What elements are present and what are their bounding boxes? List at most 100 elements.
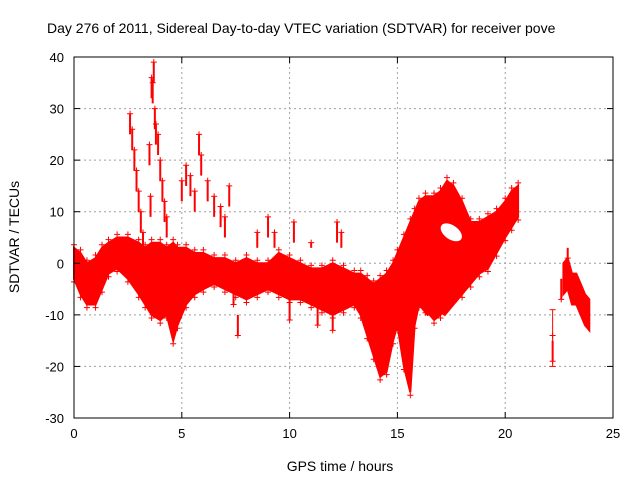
band-edge-marker — [83, 257, 90, 264]
band-edge-marker — [254, 257, 261, 264]
band-edge-marker — [286, 252, 293, 259]
band-edge-marker — [431, 190, 438, 197]
band-edge-marker — [174, 325, 181, 332]
band-edge-marker — [364, 272, 371, 279]
band-edge-marker — [370, 277, 377, 284]
band-edge-marker — [394, 325, 401, 332]
band-edge-marker — [329, 257, 336, 264]
band-edge-marker — [163, 241, 170, 248]
band-edge-marker — [124, 231, 131, 238]
band-edge-marker — [99, 241, 106, 248]
band-edge-marker — [357, 267, 364, 274]
y-tick-label: 40 — [50, 50, 64, 65]
band-edge-marker — [377, 272, 384, 279]
x-tick-label: 0 — [70, 426, 77, 441]
x-tick-label: 15 — [390, 426, 404, 441]
band-edge-marker — [135, 236, 142, 243]
band-edge-marker — [443, 304, 450, 311]
band-edge-marker — [275, 246, 282, 253]
band-edge-marker — [383, 371, 390, 378]
band-edge-marker — [400, 231, 407, 238]
y-axis-label: SDTVAR / TECUs — [6, 181, 22, 293]
y-tick-label: -30 — [45, 411, 64, 426]
band-edge-marker — [437, 314, 444, 321]
band-edge-marker — [170, 236, 177, 243]
band-edge-marker — [377, 376, 384, 383]
band-edge-marker — [105, 273, 112, 280]
band-edge-marker — [200, 246, 207, 253]
band-edge-marker — [77, 246, 84, 253]
band-edge-marker — [394, 246, 401, 253]
band-edge-marker — [484, 268, 491, 275]
band-edge-marker — [407, 392, 414, 399]
band-edge-marker — [390, 340, 397, 347]
data-layer — [71, 59, 591, 399]
band-edge-marker — [318, 262, 325, 269]
plot-frame — [73, 56, 614, 419]
x-tick-label: 25 — [606, 426, 620, 441]
y-tick-label: -10 — [45, 308, 64, 323]
band-edge-marker — [83, 304, 90, 311]
band-edge-marker — [105, 236, 112, 243]
band-edge-marker — [148, 236, 155, 243]
band-edge-marker — [502, 195, 509, 202]
band-edge-marker — [157, 236, 164, 243]
band-edge-marker — [297, 299, 304, 306]
band-edge-marker — [308, 262, 315, 269]
band-edge-marker — [148, 314, 155, 321]
band-edge-marker — [493, 205, 500, 212]
x-tick-label: 10 — [282, 426, 296, 441]
band-edge-marker — [422, 309, 429, 316]
band-edge-marker — [142, 304, 149, 311]
band-edge-marker — [135, 294, 142, 301]
band-edge-marker — [340, 309, 347, 316]
band-edge-marker — [174, 241, 181, 248]
band-edge-marker — [297, 257, 304, 264]
band-edge-marker — [450, 299, 457, 306]
band-edge-marker — [221, 289, 228, 296]
band-edge-marker — [415, 304, 422, 311]
band-edge-marker — [191, 246, 198, 253]
y-tick-label: 0 — [57, 256, 64, 271]
band-edge-marker — [476, 215, 483, 222]
chart-title: Day 276 of 2011, Sidereal Day-to-day VTE… — [47, 20, 556, 36]
band-edge-marker — [114, 268, 121, 275]
band-edge-marker — [467, 215, 474, 222]
band-edge-marker — [124, 278, 131, 285]
x-axis-label: GPS time / hours — [287, 458, 394, 474]
band-edge-marker — [484, 210, 491, 217]
band-edge-marker — [450, 179, 457, 186]
error-bar-point — [549, 332, 556, 339]
band-edge-marker — [351, 267, 358, 274]
band-edge-marker — [459, 294, 466, 301]
band-edge-marker — [431, 320, 438, 327]
band-edge-marker — [508, 184, 515, 191]
band-edge-marker — [493, 253, 500, 260]
band-edge-marker — [170, 340, 177, 347]
band-edge-marker — [422, 190, 429, 197]
y-tick-label: 30 — [50, 102, 64, 117]
data-band-tail — [562, 255, 591, 334]
y-tick-label: 10 — [50, 205, 64, 220]
band-edge-marker — [415, 195, 422, 202]
band-edge-marker — [508, 227, 515, 234]
band-edge-marker — [411, 325, 418, 332]
band-edge-marker — [351, 304, 358, 311]
band-edge-marker — [191, 294, 198, 301]
band-edge-marker — [467, 284, 474, 291]
band-edge-marker — [232, 257, 239, 264]
band-gap — [440, 223, 462, 242]
band-edge-marker — [254, 294, 261, 301]
band-edge-marker — [364, 335, 371, 342]
band-edge-marker — [265, 257, 272, 264]
band-edge-marker — [407, 215, 414, 222]
band-edge-marker — [370, 356, 377, 363]
band-edge-marker — [243, 299, 250, 306]
band-edge-marker — [163, 314, 170, 321]
band-edge-marker — [383, 267, 390, 274]
band-edge-marker — [99, 289, 106, 296]
band-edge-marker — [200, 289, 207, 296]
band-edge-marker — [275, 294, 282, 301]
band-edge-marker — [400, 366, 407, 373]
